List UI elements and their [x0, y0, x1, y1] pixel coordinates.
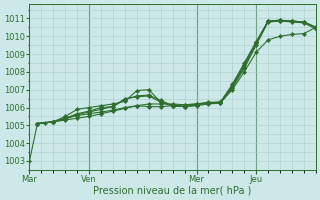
X-axis label: Pression niveau de la mer( hPa ): Pression niveau de la mer( hPa ) [93, 186, 252, 196]
